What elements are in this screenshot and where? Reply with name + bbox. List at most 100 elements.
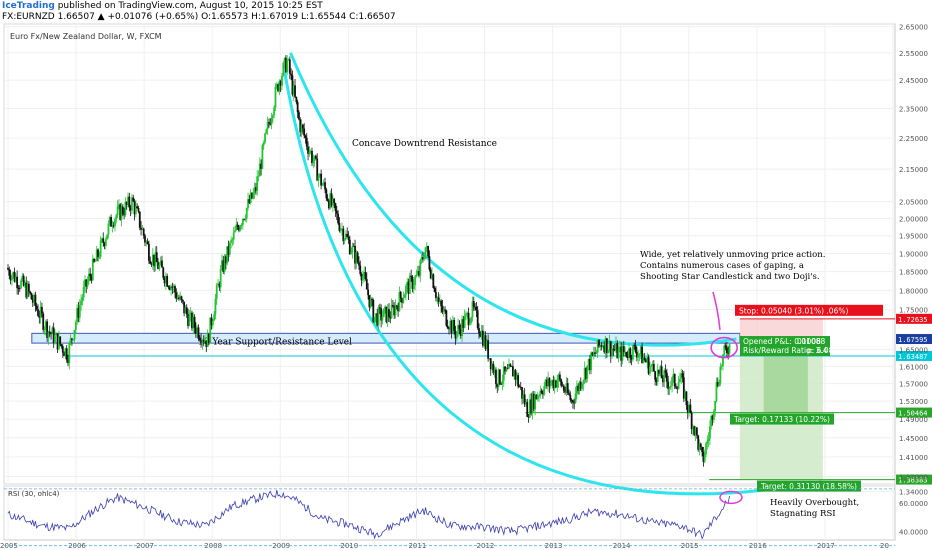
publisher-name[interactable]: IceTrading <box>2 1 55 11</box>
candle-body <box>440 300 443 307</box>
candle-body <box>530 399 533 414</box>
candle-body <box>78 305 81 318</box>
candle-body <box>669 385 672 387</box>
candle-body <box>360 273 363 281</box>
candle-body <box>662 378 664 383</box>
candle-body <box>472 301 475 307</box>
candle-body <box>197 327 200 339</box>
candle-body <box>425 246 428 248</box>
candle-body <box>449 320 452 330</box>
candle-body <box>262 142 265 146</box>
candle-body <box>282 62 285 76</box>
candle-body <box>196 327 199 334</box>
rsi-note: Stagnating RSI <box>770 509 836 519</box>
candle-body <box>474 306 476 308</box>
candle-body <box>406 281 409 286</box>
candle-body <box>410 275 413 277</box>
candle-body <box>525 401 527 405</box>
candle-body <box>219 269 222 288</box>
candle-body <box>617 349 620 359</box>
candle-body <box>599 345 602 347</box>
candle-body <box>46 321 49 339</box>
candle-body <box>194 327 197 334</box>
candle-body <box>44 321 47 329</box>
candle-body <box>335 210 338 214</box>
candle-body <box>557 374 560 382</box>
candle-body <box>611 348 613 357</box>
price-tick-label: 2.65000 <box>899 24 928 32</box>
candle-body <box>34 294 37 306</box>
candle-body <box>654 371 657 380</box>
candle-body <box>91 258 94 281</box>
target2-label: Target: 0.31130 (18.58%) <box>760 482 857 491</box>
candle-body <box>578 381 581 391</box>
candle-body <box>671 377 673 386</box>
candle-body <box>534 394 536 410</box>
candle-body <box>451 320 454 334</box>
candle-body <box>574 393 577 403</box>
candle-body <box>308 151 311 154</box>
candle-body <box>31 299 34 303</box>
price-action-note: Wide, yet relatively unmoving price acti… <box>640 250 825 260</box>
candle-body <box>363 272 366 277</box>
risk-reward-label: Risk/Reward Ratio: 3.4 <box>743 346 828 355</box>
candle-body <box>686 405 689 413</box>
candle-body <box>659 366 662 374</box>
candle-body <box>318 173 321 176</box>
candle-body <box>158 264 161 269</box>
candle-body <box>540 390 543 393</box>
candle-body <box>355 252 358 264</box>
candle-body <box>329 193 332 209</box>
candle-body <box>607 350 610 354</box>
candle-body <box>504 366 506 372</box>
candle-body <box>702 452 705 462</box>
candle-body <box>315 155 317 159</box>
level-tag-label: 1.63487 <box>898 353 928 361</box>
candle-body <box>55 333 58 336</box>
candle-body <box>582 380 585 385</box>
candle-body <box>398 291 401 312</box>
candle-body <box>258 163 261 177</box>
candle-body <box>102 238 105 243</box>
candle-body <box>334 203 337 211</box>
candle-body <box>705 443 707 455</box>
candle-body <box>424 247 427 259</box>
candle-body <box>493 369 496 374</box>
candle-body <box>257 176 260 178</box>
candle-body <box>420 257 423 261</box>
candle-body <box>397 306 400 312</box>
candle-body <box>98 256 101 258</box>
candle-body <box>531 393 534 414</box>
candle-body <box>209 317 212 344</box>
candle-body <box>104 239 107 246</box>
candle-body <box>459 328 462 336</box>
candle-body <box>723 345 726 355</box>
candle-body <box>693 426 696 435</box>
candle-body <box>21 275 24 281</box>
candle-body <box>681 373 684 378</box>
candle-body <box>342 228 345 241</box>
candle-body <box>99 240 102 257</box>
candle-body <box>322 182 325 185</box>
candle-body <box>236 224 239 228</box>
candle-body <box>283 57 286 63</box>
candle-body <box>129 207 132 211</box>
candle-body <box>47 331 50 339</box>
candle-body <box>701 447 703 453</box>
candle-body <box>591 352 594 356</box>
candle-body <box>637 354 640 358</box>
candle-body <box>227 246 230 255</box>
level-tag <box>896 474 932 485</box>
chart-title: Euro Fx/New Zealand Dollar, W, FXCM <box>10 32 162 41</box>
candle-body <box>672 373 675 378</box>
candle-body <box>548 378 551 387</box>
candle-body <box>281 75 283 86</box>
candle-body <box>239 226 242 231</box>
candle-body <box>270 118 273 125</box>
candle-body <box>13 272 16 282</box>
candle-body <box>649 366 651 374</box>
candle-body <box>27 283 30 292</box>
resistance-label: Concave Downtrend Resistance <box>352 139 497 149</box>
candle-body <box>679 378 681 383</box>
